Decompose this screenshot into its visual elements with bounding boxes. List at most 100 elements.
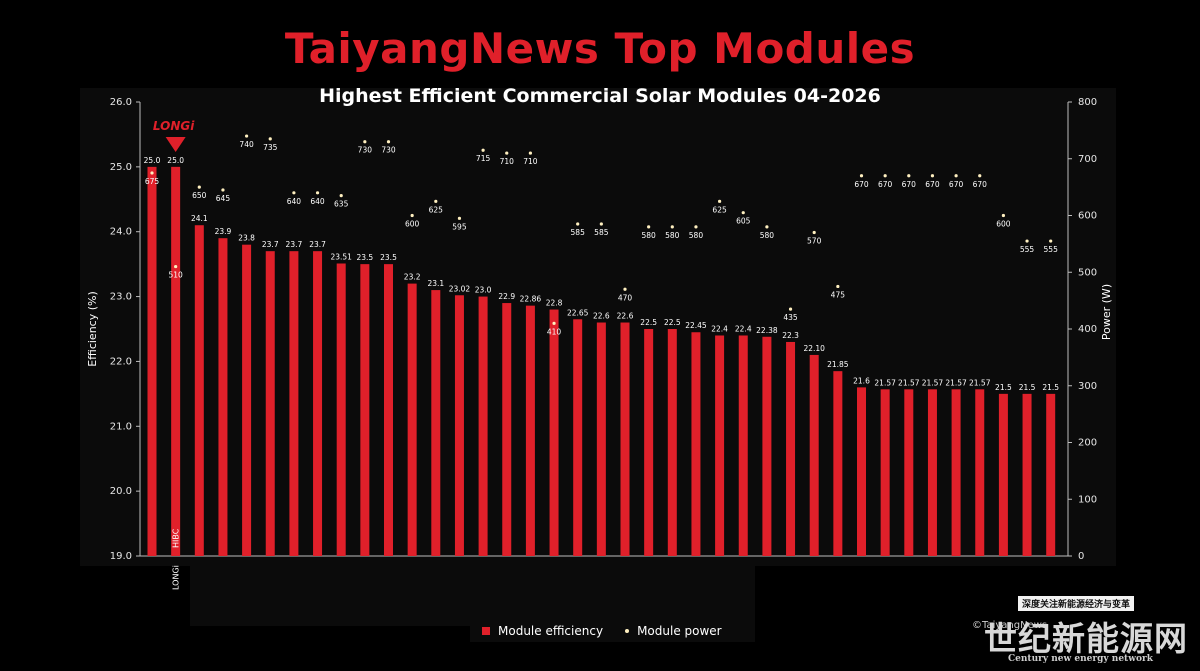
power-point bbox=[836, 284, 840, 289]
efficiency-bar bbox=[691, 332, 701, 556]
power-point bbox=[410, 213, 414, 218]
efficiency-bar bbox=[431, 290, 441, 556]
efficiency-label: 22.6 bbox=[593, 312, 610, 321]
power-point bbox=[930, 174, 935, 178]
efficiency-label: 21.85 bbox=[827, 360, 849, 369]
power-label: 605 bbox=[736, 217, 751, 226]
power-point bbox=[528, 151, 533, 155]
y2-tick-label: 600 bbox=[1078, 211, 1097, 222]
y-axis-label: Efficiency (%) bbox=[86, 291, 99, 367]
power-point bbox=[1001, 213, 1006, 218]
power-point bbox=[552, 321, 556, 325]
efficiency-label: 23.51 bbox=[330, 252, 352, 261]
power-label: 510 bbox=[168, 271, 183, 280]
power-label: 670 bbox=[973, 180, 988, 189]
power-point bbox=[623, 287, 627, 291]
efficiency-label: 23.7 bbox=[309, 240, 326, 249]
bar-inner-label: HIBC bbox=[172, 528, 181, 548]
power-label: 595 bbox=[452, 222, 467, 231]
efficiency-bar bbox=[809, 354, 819, 556]
power-label: 625 bbox=[429, 205, 444, 214]
efficiency-bar bbox=[620, 322, 630, 556]
x-tick-label: LONGi bbox=[172, 565, 181, 590]
power-point bbox=[694, 225, 698, 229]
efficiency-label: 25.0 bbox=[167, 156, 184, 165]
y-tick-label: 21.0 bbox=[110, 421, 132, 432]
watermark-tag: 深度关注新能源经济与变革 bbox=[1018, 596, 1135, 611]
power-label: 580 bbox=[689, 231, 704, 240]
power-label: 710 bbox=[523, 157, 538, 166]
efficiency-label: 23.5 bbox=[380, 253, 397, 262]
y2-tick-label: 100 bbox=[1078, 494, 1097, 505]
efficiency-label: 23.1 bbox=[427, 279, 444, 288]
power-label: 670 bbox=[925, 180, 940, 189]
power-point bbox=[339, 194, 343, 198]
power-label: 625 bbox=[712, 205, 727, 214]
efficiency-label: 22.8 bbox=[546, 299, 563, 308]
efficiency-label: 21.5 bbox=[995, 383, 1012, 392]
efficiency-label: 25.0 bbox=[144, 156, 161, 165]
efficiency-bar bbox=[384, 264, 393, 556]
y-tick-label: 23.0 bbox=[110, 292, 132, 303]
power-point bbox=[576, 222, 580, 226]
power-label: 555 bbox=[1020, 245, 1035, 254]
power-point bbox=[670, 225, 674, 229]
chart-panel-lower-mid bbox=[470, 566, 755, 642]
efficiency-label: 21.5 bbox=[1042, 383, 1059, 392]
power-label: 735 bbox=[263, 143, 278, 152]
efficiency-bar bbox=[525, 305, 535, 556]
power-label: 555 bbox=[1044, 245, 1059, 254]
y-tick-label: 20.0 bbox=[110, 486, 132, 497]
power-label: 585 bbox=[594, 228, 609, 237]
efficiency-label: 23.2 bbox=[404, 273, 421, 282]
y2-tick-label: 400 bbox=[1078, 324, 1097, 335]
power-label: 710 bbox=[500, 157, 515, 166]
efficiency-label: 22.86 bbox=[520, 295, 542, 304]
credit-text: ©TaiyangNews bbox=[972, 620, 1048, 631]
efficiency-bar bbox=[502, 303, 512, 556]
power-label: 670 bbox=[854, 180, 869, 189]
power-point bbox=[907, 174, 911, 178]
efficiency-bar bbox=[880, 389, 890, 556]
efficiency-label: 23.02 bbox=[449, 284, 471, 293]
efficiency-bar bbox=[833, 371, 843, 556]
power-point bbox=[1049, 239, 1053, 243]
power-point bbox=[221, 188, 225, 192]
power-label: 650 bbox=[192, 191, 207, 200]
power-point bbox=[197, 185, 201, 189]
power-point bbox=[883, 174, 887, 178]
power-label: 670 bbox=[902, 180, 917, 189]
power-label: 600 bbox=[996, 220, 1011, 229]
efficiency-label: 21.6 bbox=[853, 376, 870, 385]
y2-tick-label: 700 bbox=[1078, 154, 1097, 165]
power-label: 570 bbox=[807, 237, 822, 246]
efficiency-bar bbox=[194, 225, 204, 556]
power-point bbox=[954, 174, 958, 178]
efficiency-label: 22.10 bbox=[803, 344, 825, 353]
efficiency-label: 22.9 bbox=[498, 292, 515, 301]
power-point bbox=[741, 211, 745, 215]
y2-tick-label: 300 bbox=[1078, 381, 1097, 392]
y-tick-label: 24.0 bbox=[110, 227, 132, 238]
efficiency-bar bbox=[998, 393, 1008, 556]
efficiency-bar bbox=[951, 389, 961, 556]
efficiency-bar bbox=[573, 319, 583, 556]
watermark-logo: 世纪新能源网 bbox=[984, 619, 1188, 658]
efficiency-bar bbox=[857, 387, 866, 556]
efficiency-label: 22.5 bbox=[640, 318, 657, 327]
power-label: 410 bbox=[547, 327, 562, 336]
efficiency-bar bbox=[171, 166, 181, 556]
y-tick-label: 25.0 bbox=[110, 162, 132, 173]
power-point bbox=[268, 137, 272, 141]
efficiency-bar bbox=[596, 322, 606, 556]
efficiency-label: 23.7 bbox=[286, 240, 303, 249]
efficiency-label: 22.45 bbox=[685, 321, 707, 330]
efficiency-bar bbox=[265, 251, 275, 556]
y2-tick-label: 500 bbox=[1078, 267, 1097, 278]
efficiency-bar bbox=[242, 244, 252, 556]
power-point bbox=[434, 199, 438, 203]
efficiency-bar bbox=[975, 389, 985, 556]
y-tick-label: 22.0 bbox=[110, 356, 132, 367]
highlight-marker-icon bbox=[165, 137, 186, 152]
efficiency-bar bbox=[644, 329, 654, 556]
